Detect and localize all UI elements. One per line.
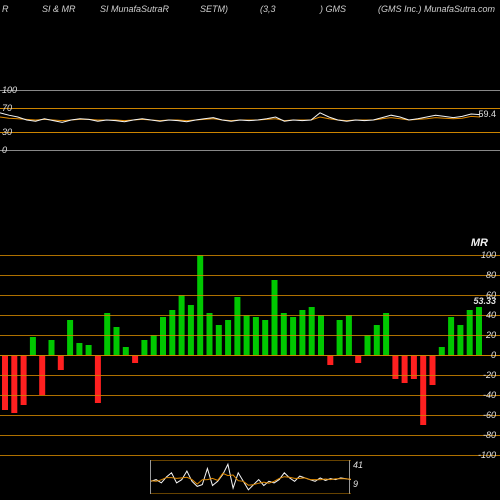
rsi-axis-label: 30 — [2, 127, 12, 137]
mr-bar — [253, 317, 259, 355]
mr-axis-label: 0 — [491, 350, 496, 360]
rsi-gridline — [0, 90, 500, 91]
mr-gridline — [0, 455, 500, 456]
mr-axis-label: -20 — [483, 370, 496, 380]
rsi-panel — [0, 90, 500, 150]
rsi-gridline — [0, 150, 500, 151]
mr-bar — [299, 310, 305, 355]
mr-bar — [123, 347, 129, 355]
mr-axis-label: 20 — [486, 330, 496, 340]
hdr-5: ) GMS — [320, 4, 346, 14]
mr-bar — [402, 355, 408, 383]
mr-bar — [355, 355, 361, 363]
mr-axis-label: 80 — [486, 270, 496, 280]
mr-bar — [86, 345, 92, 355]
mr-bar — [290, 317, 296, 355]
mr-bar — [225, 320, 231, 355]
mr-gridline — [0, 315, 500, 316]
mr-bar — [2, 355, 8, 410]
mr-bar — [383, 313, 389, 355]
rsi-lines — [0, 90, 500, 150]
mr-bar — [104, 313, 110, 355]
mr-axis-label: -60 — [483, 410, 496, 420]
mr-bar — [457, 325, 463, 355]
mr-axis-label: -100 — [478, 450, 496, 460]
mini-lines — [151, 460, 351, 494]
header-bar: R SI & MR SI MunafaSutraR SETM) (3,3 ) G… — [0, 4, 500, 18]
mr-bar — [207, 313, 213, 355]
rsi-value-label: 59.4 — [478, 109, 496, 119]
mr-bar — [216, 325, 222, 355]
mr-axis-label: -40 — [483, 390, 496, 400]
mr-bar — [179, 295, 185, 355]
mr-bar — [76, 343, 82, 355]
mr-bar — [58, 355, 64, 370]
mr-bar — [132, 355, 138, 363]
mr-extra-label: 53.33 — [473, 296, 496, 306]
mr-bar — [272, 280, 278, 355]
hdr-2: SI MunafaSutraR — [100, 4, 169, 14]
mr-bar — [430, 355, 436, 385]
mr-title: MR — [471, 237, 488, 249]
mr-bar — [49, 340, 55, 355]
mr-gridline — [0, 275, 500, 276]
mr-axis-label: 40 — [486, 310, 496, 320]
rsi-axis-label: 100 — [2, 85, 17, 95]
mr-bar — [21, 355, 27, 405]
hdr-1: SI & MR — [42, 4, 76, 14]
mr-bar — [262, 320, 268, 355]
mr-bar — [151, 335, 157, 355]
mr-bar — [11, 355, 17, 413]
mr-gridline — [0, 435, 500, 436]
mr-bar — [141, 340, 147, 355]
mr-bar — [365, 335, 371, 355]
mr-bar — [439, 347, 445, 355]
mr-gridline — [0, 335, 500, 336]
mr-bar — [160, 317, 166, 355]
mr-bar — [188, 305, 194, 355]
mr-gridline — [0, 415, 500, 416]
mr-axis-label: -80 — [483, 430, 496, 440]
mr-bar — [374, 325, 380, 355]
mr-gridline — [0, 375, 500, 376]
rsi-gridline — [0, 108, 500, 109]
mr-bar — [281, 313, 287, 355]
hdr-4: (3,3 — [260, 4, 276, 14]
mr-bar — [67, 320, 73, 355]
mr-axis-label: 100 — [481, 250, 496, 260]
rsi-axis-label: 70 — [2, 103, 12, 113]
mr-bar — [114, 327, 120, 355]
hdr-0: R — [2, 4, 9, 14]
hdr-3: SETM) — [200, 4, 228, 14]
hdr-6: (GMS Inc.) MunafaSutra.com — [378, 4, 495, 14]
mr-bar — [169, 310, 175, 355]
mini-panel — [150, 460, 350, 494]
mini-label: 9 — [353, 479, 358, 489]
mini-label: 41 — [353, 460, 363, 470]
mr-bar — [234, 297, 240, 355]
mr-gridline — [0, 355, 500, 356]
mr-bar — [327, 355, 333, 365]
mr-gridline — [0, 255, 500, 256]
mr-bar — [197, 255, 203, 355]
mr-gridline — [0, 295, 500, 296]
mr-bar — [337, 320, 343, 355]
mr-gridline — [0, 395, 500, 396]
rsi-axis-label: 0 — [2, 145, 7, 155]
mr-bar — [30, 337, 36, 355]
rsi-gridline — [0, 132, 500, 133]
mr-bar — [448, 317, 454, 355]
mr-bar — [467, 310, 473, 355]
